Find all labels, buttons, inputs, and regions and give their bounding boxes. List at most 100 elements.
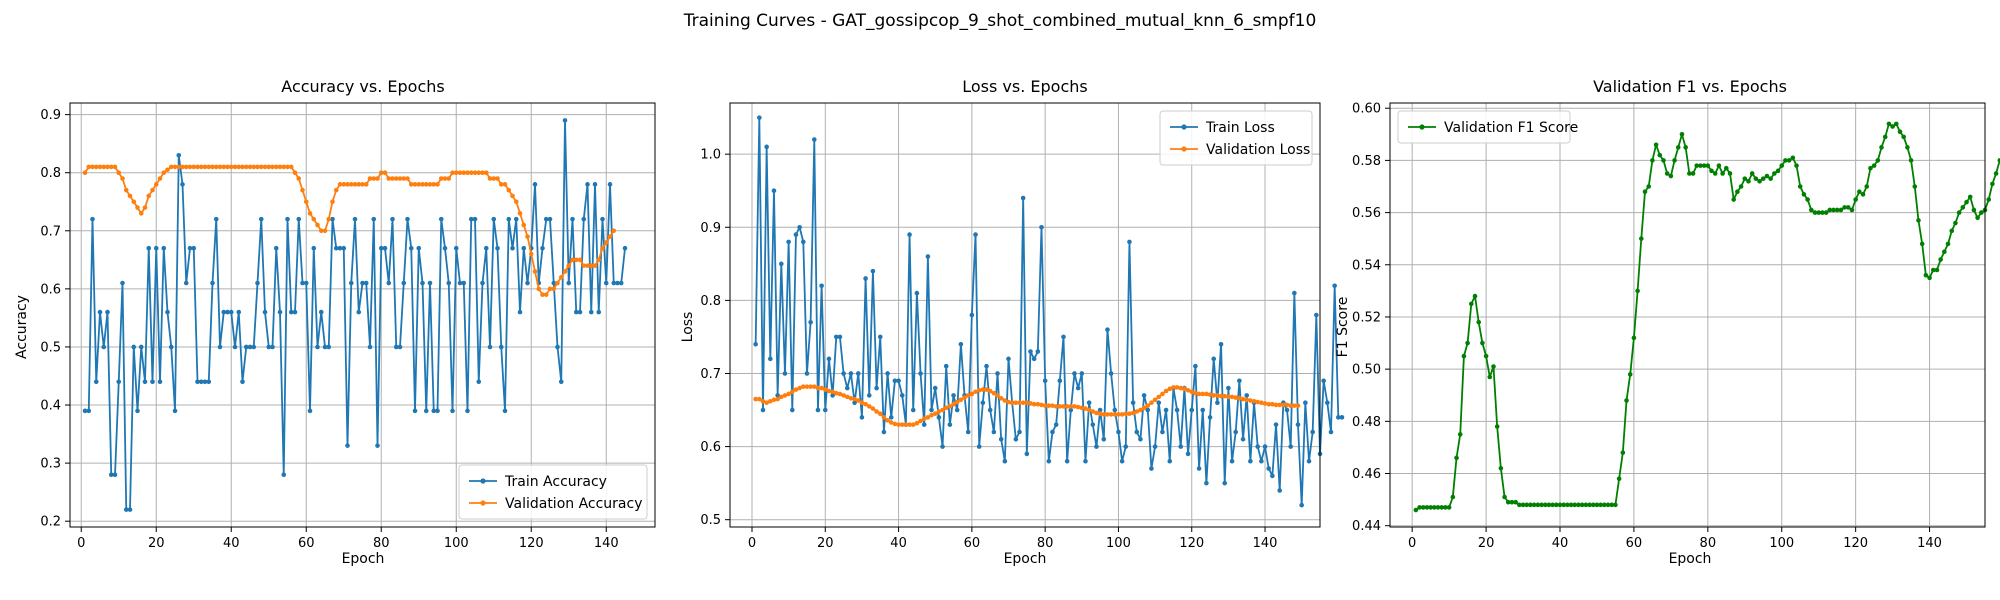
f1-series-0-point [1605, 502, 1611, 508]
accuracy-series-0-point [405, 216, 410, 222]
loss-series-0-point [760, 407, 766, 413]
accuracy-series-0-point [498, 344, 504, 350]
accuracy-series-1-point [330, 199, 335, 205]
accuracy-series-1-point [142, 205, 148, 210]
accuracy-series-1-point [348, 182, 354, 187]
accuracy-chart-title: Accuracy vs. Epochs [281, 77, 444, 96]
loss-series-0-point [1035, 349, 1041, 354]
loss-series-1-point [1215, 393, 1220, 398]
loss-series-0-point [1116, 429, 1121, 435]
accuracy-series-1-point [277, 164, 283, 170]
accuracy-series-0-point [615, 280, 620, 286]
loss-series-1-point [980, 387, 986, 392]
loss-series-0-point [1299, 502, 1304, 508]
f1-series-0-point [1953, 220, 1958, 226]
loss-series-1-point [863, 401, 868, 407]
loss-series-0-point [1105, 327, 1110, 332]
accuracy-series-0-point [618, 280, 624, 286]
loss-series-1-point [1255, 399, 1260, 405]
accuracy-series-0-point [476, 379, 482, 385]
loss-series-1-point [844, 394, 850, 400]
f1-series-0-point [1616, 476, 1622, 482]
f1-series-0-point [1502, 494, 1507, 500]
accuracy-series-0-point [153, 245, 159, 251]
loss-series-1-point [1108, 412, 1114, 417]
f1-series-0-point [1494, 424, 1500, 429]
loss-series-0-point [848, 371, 854, 376]
accuracy-series-0-point [378, 245, 384, 251]
loss-series-0-point [954, 407, 960, 413]
f1-xtick-label: 0 [1408, 536, 1416, 551]
f1-xtick-label: 120 [1843, 536, 1868, 551]
loss-series-0-point [837, 334, 843, 340]
loss-series-1-point [1116, 412, 1121, 417]
accuracy-series-0-point [386, 280, 392, 286]
accuracy-series-line-0 [85, 119, 626, 511]
accuracy-series-0-point [588, 309, 594, 315]
accuracy-series-1-point [326, 216, 332, 222]
accuracy-series-1-point [288, 164, 294, 170]
accuracy-series-1-point [611, 228, 617, 234]
loss-series-1-point [1244, 397, 1250, 403]
accuracy-series-0-point [150, 379, 155, 385]
f1-series-0-point [1831, 207, 1836, 213]
accuracy-ytick-label: 0.7 [40, 224, 61, 239]
accuracy-series-1-point [198, 164, 204, 170]
loss-series-1-point [1013, 400, 1019, 406]
accuracy-series-1-point [255, 164, 260, 170]
accuracy-series-1-point [281, 164, 287, 170]
f1-ytick-label: 0.60 [1352, 102, 1381, 117]
accuracy-series-0-point [311, 245, 317, 251]
accuracy-series-0-point [401, 280, 407, 286]
f1-series-0-point [1546, 502, 1552, 508]
accuracy-series-0-point [592, 182, 598, 187]
f1-series-0-point [1783, 158, 1788, 163]
f1-series-0-point [1568, 502, 1574, 508]
accuracy-series-1-point [472, 170, 478, 175]
loss-series-0-point [764, 144, 769, 150]
loss-series-1-point [768, 398, 773, 404]
accuracy-series-0-point [408, 245, 414, 251]
accuracy-series-0-point [202, 379, 208, 385]
loss-series-0-point [1332, 283, 1337, 289]
accuracy-series-0-point [570, 216, 575, 222]
loss-series-0-point [1149, 466, 1154, 471]
loss-series-0-point [1072, 371, 1077, 376]
f1-series-0-point [1860, 192, 1866, 197]
loss-series-0-point [1167, 458, 1173, 464]
accuracy-series-0-point [382, 245, 388, 251]
f1-series-0-point [1705, 163, 1711, 168]
accuracy-series-1-point [176, 164, 182, 170]
loss-series-0-point [771, 188, 777, 194]
loss-series-1-point [1017, 400, 1022, 406]
f1-series-0-point [1635, 288, 1640, 294]
accuracy-ytick-label: 0.2 [40, 515, 61, 530]
f1-series-0-point [1454, 455, 1459, 461]
f1-xtick-label: 60 [1626, 536, 1643, 551]
f1-series-0-point [1646, 184, 1651, 189]
loss-series-0-point [1339, 415, 1345, 420]
accuracy-series-1-point [232, 164, 238, 170]
loss-series-0-point [1189, 407, 1195, 413]
accuracy-series-0-point [360, 280, 365, 286]
f1-series-0-point [1432, 505, 1437, 510]
loss-series-1-point [815, 385, 821, 391]
accuracy-series-1-point [573, 257, 579, 263]
f1-series-0-point [1413, 507, 1419, 513]
loss-series-1-point [1042, 403, 1048, 408]
loss-series-1-point [940, 407, 945, 413]
accuracy-series-0-point [247, 344, 253, 350]
accuracy-series-0-point [255, 280, 260, 286]
loss-series-1-point [1028, 401, 1033, 406]
loss-series-0-point [932, 385, 938, 391]
loss-xtick-label: 60 [964, 536, 981, 551]
accuracy-series-0-point [487, 344, 493, 350]
accuracy-series-1-point [476, 170, 482, 175]
f1-series-0-point [1879, 145, 1884, 150]
accuracy-series-1-point [483, 170, 489, 175]
accuracy-series-0-point [596, 309, 602, 315]
accuracy-series-1-point [423, 182, 429, 187]
loss-series-0-point [1145, 407, 1151, 413]
accuracy-series-0-point [431, 408, 437, 414]
loss-series-1-point [1211, 393, 1217, 398]
